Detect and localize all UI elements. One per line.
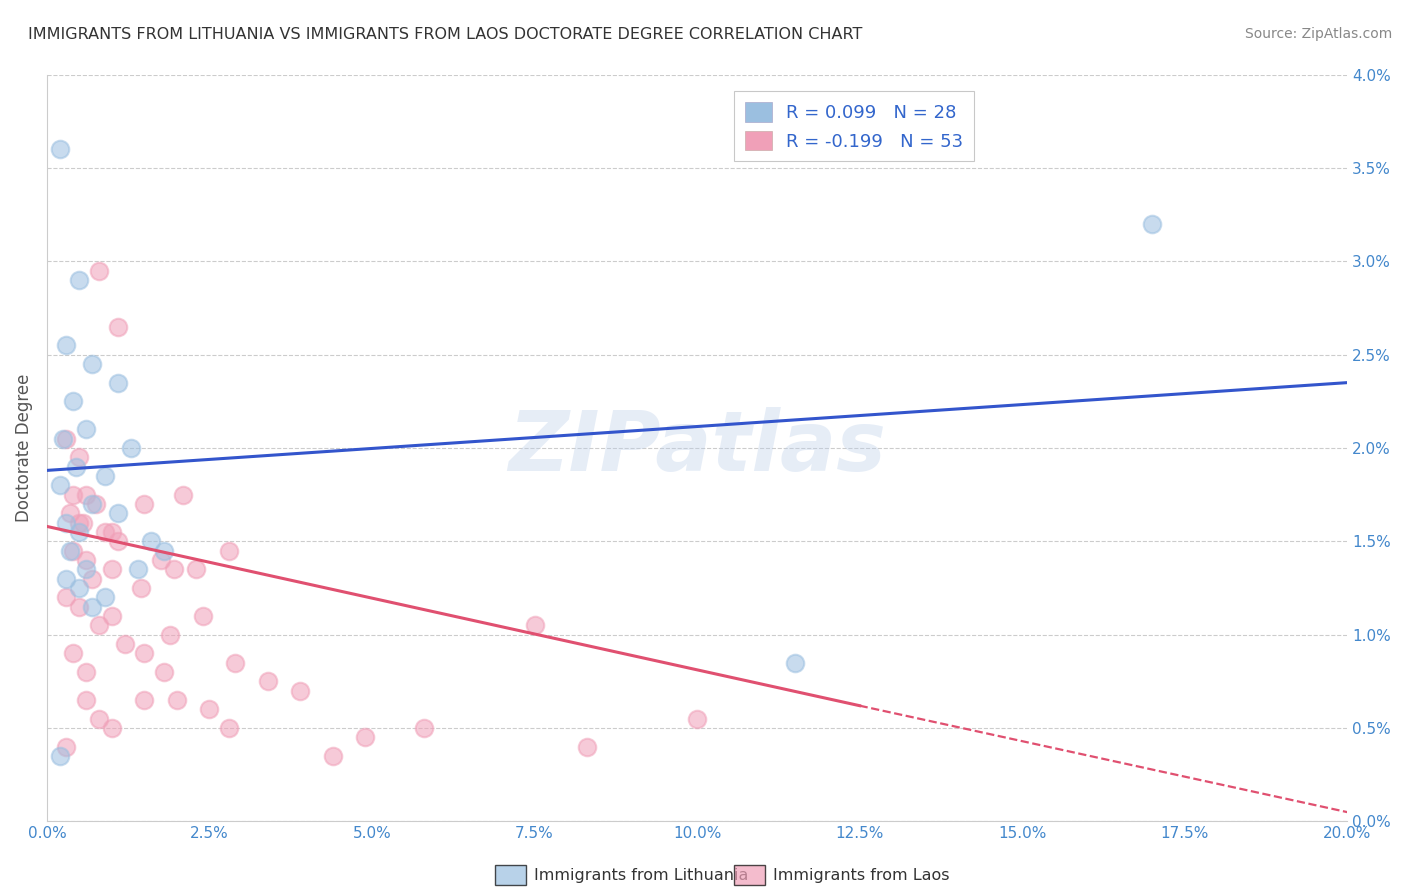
Point [290, 683, 312, 698]
Point [101, 562, 124, 576]
Point [134, 693, 156, 707]
Point [49, 478, 72, 492]
Point [101, 721, 124, 735]
Point [55, 432, 77, 446]
Point [783, 656, 806, 670]
Point [101, 609, 124, 624]
Point [163, 562, 186, 576]
Point [67, 524, 90, 539]
Point [94, 469, 117, 483]
Point [523, 618, 546, 632]
Point [101, 524, 124, 539]
Point [55, 591, 77, 605]
Point [159, 628, 181, 642]
Point [75, 422, 97, 436]
Point [172, 488, 194, 502]
Point [55, 572, 77, 586]
Point [134, 647, 156, 661]
Text: IMMIGRANTS FROM LITHUANIA VS IMMIGRANTS FROM LAOS DOCTORATE DEGREE CORRELATION C: IMMIGRANTS FROM LITHUANIA VS IMMIGRANTS … [28, 27, 862, 42]
Point [55, 338, 77, 352]
Point [52, 432, 75, 446]
Point [49, 749, 72, 764]
Point [67, 273, 90, 287]
Point [67, 581, 90, 595]
Point [139, 534, 162, 549]
Y-axis label: Doctorate Degree: Doctorate Degree [15, 374, 32, 522]
Point [153, 543, 176, 558]
Point [218, 543, 240, 558]
Point [149, 553, 172, 567]
Point [62, 488, 84, 502]
Point [107, 319, 129, 334]
Point [87, 263, 110, 277]
Point [1140, 217, 1163, 231]
Legend: R = 0.099   N = 28, R = -0.199   N = 53: R = 0.099 N = 28, R = -0.199 N = 53 [734, 91, 974, 161]
Point [153, 665, 176, 679]
Point [94, 591, 117, 605]
Point [224, 656, 246, 670]
Point [257, 674, 280, 689]
Text: ZIPatlas: ZIPatlas [508, 408, 886, 489]
Point [82, 357, 104, 371]
Point [49, 142, 72, 156]
Point [62, 394, 84, 409]
Point [186, 562, 208, 576]
Point [75, 562, 97, 576]
Point [575, 739, 598, 754]
Point [322, 749, 344, 764]
Text: Immigrants from Laos: Immigrants from Laos [773, 869, 950, 883]
Point [166, 693, 188, 707]
Point [67, 516, 90, 530]
Point [354, 731, 377, 745]
Point [67, 450, 90, 465]
Text: Immigrants from Lithuania: Immigrants from Lithuania [534, 869, 748, 883]
Point [134, 497, 156, 511]
Point [75, 665, 97, 679]
Text: Source: ZipAtlas.com: Source: ZipAtlas.com [1244, 27, 1392, 41]
Point [59, 49, 82, 63]
Point [62, 543, 84, 558]
Point [413, 721, 436, 735]
Point [107, 376, 129, 390]
Point [94, 524, 117, 539]
Point [59, 543, 82, 558]
Point [107, 534, 129, 549]
Point [129, 581, 152, 595]
Point [120, 441, 142, 455]
Point [107, 507, 129, 521]
Point [55, 739, 77, 754]
Point [191, 609, 214, 624]
Point [87, 618, 110, 632]
Point [87, 712, 110, 726]
Point [82, 497, 104, 511]
Point [75, 553, 97, 567]
Point [65, 459, 87, 474]
Point [59, 507, 82, 521]
Point [686, 712, 709, 726]
Point [72, 516, 94, 530]
Point [82, 572, 104, 586]
Point [82, 599, 104, 614]
Point [75, 488, 97, 502]
Point [127, 562, 149, 576]
Point [55, 516, 77, 530]
Point [75, 693, 97, 707]
Point [218, 721, 240, 735]
Point [114, 637, 136, 651]
Point [67, 599, 90, 614]
Point [198, 702, 221, 716]
Point [84, 497, 107, 511]
Point [62, 647, 84, 661]
